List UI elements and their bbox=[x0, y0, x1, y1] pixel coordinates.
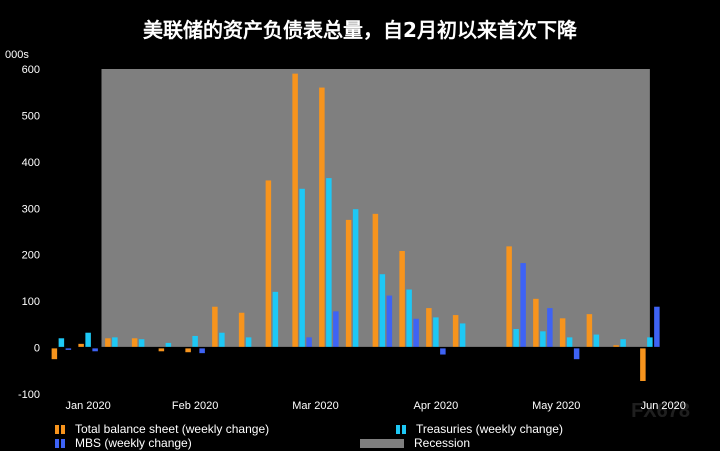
legend-label-treasuries: Treasuries (weekly change) bbox=[416, 422, 563, 436]
bar-total bbox=[292, 73, 298, 348]
bar-total bbox=[212, 306, 218, 348]
legend-swatch-total-2 bbox=[61, 424, 65, 434]
bar-total bbox=[452, 315, 459, 348]
bar-treasuries bbox=[112, 337, 118, 348]
bar-treasuries bbox=[85, 332, 91, 348]
x-tick-label: Jun 2020 bbox=[641, 400, 686, 412]
bar-treasuries bbox=[620, 339, 626, 348]
legend-swatch-treasuries-2 bbox=[402, 424, 406, 434]
y-tick-label: 500 bbox=[22, 110, 40, 122]
watermark-logo: FX678 bbox=[631, 400, 690, 422]
x-tick-label: Feb 2020 bbox=[172, 400, 218, 412]
bar-treasuries bbox=[245, 337, 252, 348]
bar-total bbox=[319, 87, 325, 348]
y-tick-label: 100 bbox=[22, 296, 40, 308]
bar-treasuries bbox=[593, 334, 600, 348]
bar-treasuries bbox=[165, 342, 172, 348]
bar-mbs bbox=[547, 308, 553, 348]
bar-total bbox=[238, 312, 245, 348]
legend-item-mbs: MBS (weekly change) bbox=[55, 436, 192, 450]
bar-total bbox=[78, 343, 84, 348]
bar-mbs bbox=[306, 337, 312, 348]
bar-mbs bbox=[199, 347, 205, 354]
bar-mbs bbox=[386, 295, 393, 348]
chart-title: 美联储的资产负债表总量，自2月初以来首次下降 bbox=[143, 18, 577, 42]
legend-label-recession: Recession bbox=[414, 436, 471, 450]
bar-total bbox=[158, 347, 165, 352]
bar-treasuries bbox=[540, 331, 546, 348]
unit-label: 000s bbox=[5, 49, 29, 61]
bar-treasuries bbox=[566, 337, 573, 348]
bar-treasuries bbox=[326, 178, 332, 348]
x-tick-label: Jan 2020 bbox=[65, 400, 110, 412]
legend-swatch-recession bbox=[360, 438, 404, 448]
bar-treasuries bbox=[192, 335, 198, 348]
y-tick-label: 0 bbox=[34, 343, 40, 355]
bar-treasuries bbox=[299, 188, 305, 348]
bar-total bbox=[586, 314, 593, 348]
bar-treasuries bbox=[513, 329, 519, 348]
bar-treasuries bbox=[219, 332, 225, 348]
bar-total bbox=[640, 347, 646, 381]
legend-swatch-treasuries bbox=[396, 424, 400, 434]
legend-item-recession: Recession bbox=[360, 436, 470, 450]
y-tick-label: 400 bbox=[22, 157, 40, 169]
y-tick-label: 600 bbox=[22, 64, 40, 76]
bar-total bbox=[185, 347, 191, 353]
bar-total bbox=[51, 347, 58, 360]
legend-label-mbs: MBS (weekly change) bbox=[75, 436, 192, 450]
bar-treasuries bbox=[272, 291, 279, 348]
y-tick-label: 200 bbox=[22, 250, 40, 262]
bar-total bbox=[105, 338, 111, 348]
bar-total bbox=[345, 219, 352, 348]
bar-treasuries bbox=[58, 338, 65, 348]
y-tick-label: -100 bbox=[18, 389, 40, 401]
bar-mbs bbox=[65, 347, 72, 350]
bar-total bbox=[559, 318, 566, 348]
bar-treasuries bbox=[406, 289, 412, 348]
bar-mbs bbox=[413, 318, 419, 348]
bar-total bbox=[399, 251, 405, 348]
bar-mbs bbox=[654, 306, 660, 348]
bar-treasuries bbox=[379, 274, 386, 348]
bar-mbs bbox=[520, 263, 526, 348]
legend-swatch-total bbox=[55, 424, 59, 434]
bar-mbs bbox=[333, 311, 339, 348]
bar-treasuries bbox=[352, 209, 359, 348]
x-tick-label: May 2020 bbox=[532, 400, 580, 412]
bar-mbs bbox=[92, 347, 98, 352]
legend-item-total: Total balance sheet (weekly change) bbox=[55, 422, 269, 436]
legend-label-total: Total balance sheet (weekly change) bbox=[75, 422, 270, 436]
bar-total bbox=[372, 213, 379, 348]
bar-total bbox=[131, 338, 138, 348]
x-tick-label: Mar 2020 bbox=[292, 400, 338, 412]
bar-total bbox=[533, 298, 539, 348]
bar-total bbox=[613, 345, 619, 348]
bar-treasuries bbox=[459, 323, 466, 348]
legend-swatch-mbs-2 bbox=[61, 438, 65, 448]
bar-total bbox=[265, 180, 272, 348]
bar-treasuries bbox=[433, 317, 439, 348]
bar-total bbox=[506, 246, 512, 348]
legend-swatch-mbs bbox=[55, 438, 59, 448]
legend-item-treasuries: Treasuries (weekly change) bbox=[396, 422, 563, 436]
bar-treasuries bbox=[138, 339, 145, 348]
bar-treasuries bbox=[647, 337, 653, 348]
y-tick-label: 300 bbox=[22, 203, 40, 215]
x-tick-label: Apr 2020 bbox=[414, 400, 459, 412]
bar-mbs bbox=[573, 347, 580, 360]
bar-total bbox=[426, 308, 432, 348]
bar-mbs bbox=[440, 347, 446, 355]
